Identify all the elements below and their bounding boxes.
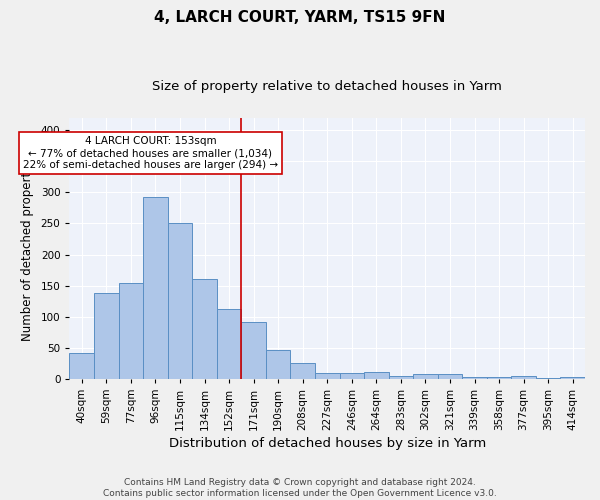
Bar	[340, 372, 364, 379]
Bar	[167, 223, 192, 379]
Bar	[266, 350, 290, 379]
Bar	[119, 283, 143, 379]
Bar	[364, 372, 389, 379]
Bar	[143, 196, 167, 379]
Bar	[462, 377, 487, 379]
Y-axis label: Number of detached properties: Number of detached properties	[21, 156, 34, 342]
Bar	[70, 354, 94, 379]
Bar	[217, 308, 241, 379]
Title: Size of property relative to detached houses in Yarm: Size of property relative to detached ho…	[152, 80, 502, 93]
Bar	[389, 376, 413, 379]
Bar	[511, 376, 536, 379]
Bar	[413, 374, 438, 379]
Bar	[536, 378, 560, 379]
Bar	[560, 377, 585, 379]
Bar	[94, 293, 119, 379]
Bar	[241, 322, 266, 379]
Text: Contains HM Land Registry data © Crown copyright and database right 2024.
Contai: Contains HM Land Registry data © Crown c…	[103, 478, 497, 498]
X-axis label: Distribution of detached houses by size in Yarm: Distribution of detached houses by size …	[169, 437, 486, 450]
Text: 4, LARCH COURT, YARM, TS15 9FN: 4, LARCH COURT, YARM, TS15 9FN	[154, 10, 446, 25]
Bar	[438, 374, 462, 379]
Text: 4 LARCH COURT: 153sqm
← 77% of detached houses are smaller (1,034)
22% of semi-d: 4 LARCH COURT: 153sqm ← 77% of detached …	[23, 136, 278, 170]
Bar	[192, 279, 217, 379]
Bar	[290, 364, 315, 379]
Bar	[487, 377, 511, 379]
Bar	[315, 372, 340, 379]
